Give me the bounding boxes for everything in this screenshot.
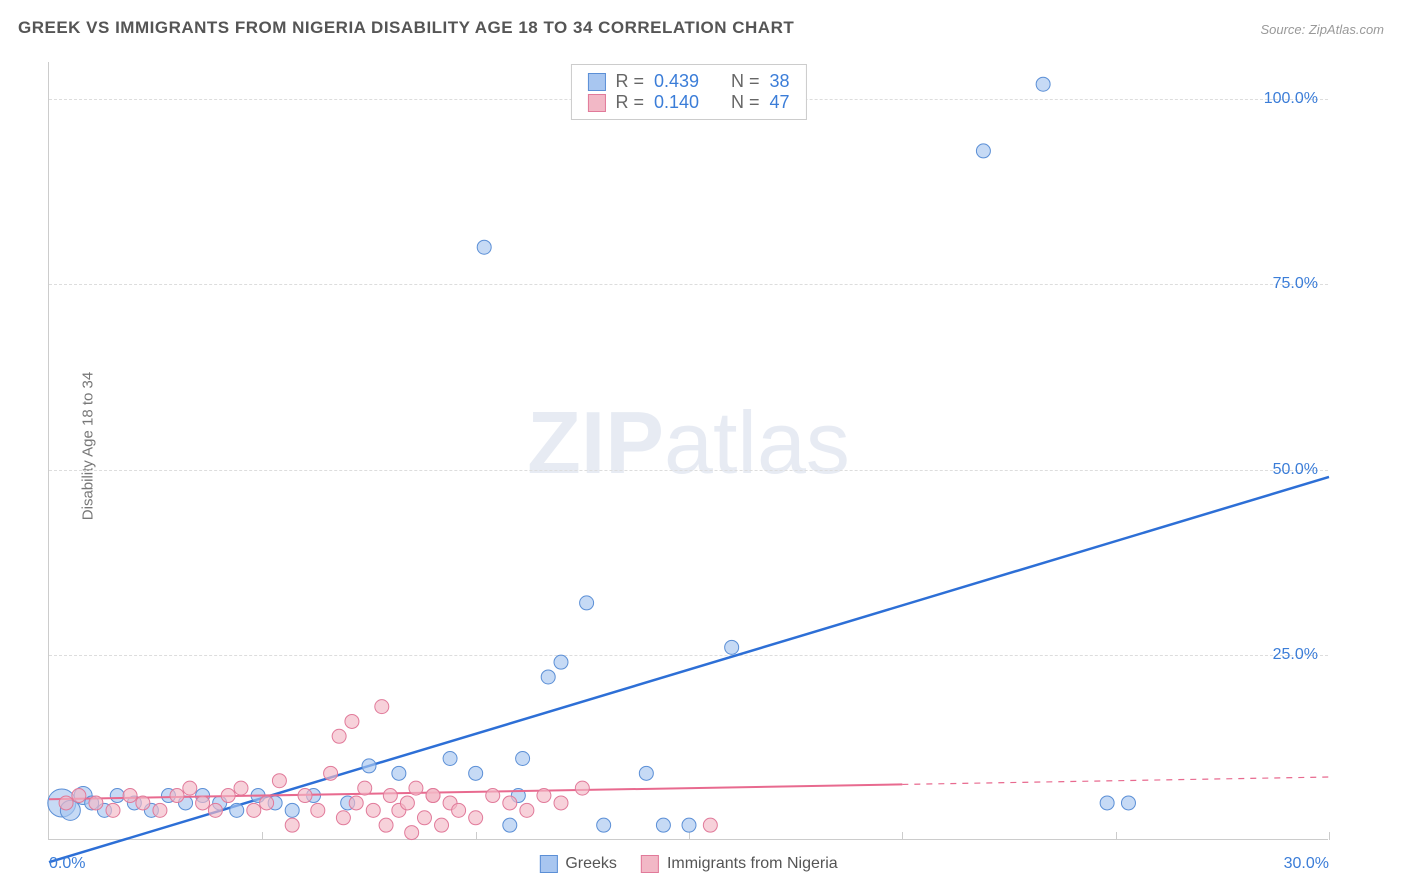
legend-label: Immigrants from Nigeria bbox=[667, 855, 838, 873]
x-tick-label: 0.0% bbox=[49, 855, 85, 873]
stat-n-label: N = bbox=[731, 92, 760, 113]
plot-area: ZIPatlas R =0.439N =38R =0.140N =47 25.0… bbox=[48, 62, 1328, 840]
stat-legend: R = 0.439 N = 38 R = 0.140 N = 47 bbox=[570, 64, 806, 120]
legend-swatch bbox=[539, 855, 557, 873]
stat-r-label: R = bbox=[615, 71, 644, 92]
legend-label: Greeks bbox=[565, 855, 617, 873]
stat-r-value: 0.439 bbox=[654, 71, 699, 92]
chart-title: GREEK VS IMMIGRANTS FROM NIGERIA DISABIL… bbox=[18, 18, 794, 38]
stat-r-label: R = bbox=[615, 92, 644, 113]
legend-item: Immigrants from Nigeria bbox=[641, 855, 838, 873]
y-tick-label: 75.0% bbox=[1273, 275, 1318, 293]
y-tick-label: 50.0% bbox=[1273, 461, 1318, 479]
legend-swatch bbox=[587, 94, 605, 112]
legend-swatch bbox=[641, 855, 659, 873]
bottom-legend: Greeks Immigrants from Nigeria bbox=[539, 855, 837, 873]
source-attribution: Source: ZipAtlas.com bbox=[1260, 22, 1384, 37]
legend-swatch bbox=[587, 73, 605, 91]
stat-r-value: 0.140 bbox=[654, 92, 699, 113]
stat-legend-row: R = 0.439 N = 38 bbox=[587, 71, 789, 92]
y-tick-label: 25.0% bbox=[1273, 646, 1318, 664]
stat-legend-row: R = 0.140 N = 47 bbox=[587, 92, 789, 113]
stat-n-value: 47 bbox=[770, 92, 790, 113]
stat-n-value: 38 bbox=[770, 71, 790, 92]
x-tick-label: 30.0% bbox=[1284, 855, 1329, 873]
legend-item: Greeks bbox=[539, 855, 617, 873]
stat-n-label: N = bbox=[731, 71, 760, 92]
chart-svg bbox=[49, 62, 1328, 839]
y-tick-label: 100.0% bbox=[1264, 90, 1318, 108]
